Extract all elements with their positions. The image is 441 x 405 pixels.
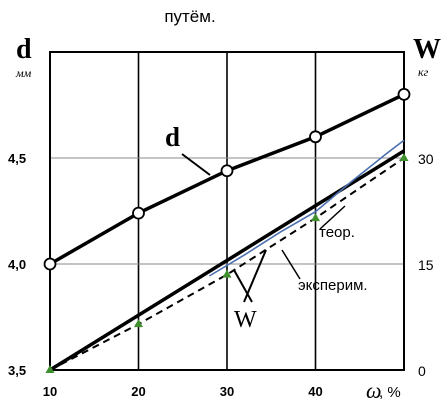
grid xyxy=(50,52,404,370)
left-axis-symbol: d xyxy=(16,34,32,65)
left-tick-label: 3,5 xyxy=(8,363,26,378)
x-axis-title: ω , % xyxy=(366,378,401,403)
data-point-d xyxy=(220,164,234,178)
x-axis-symbol: ω xyxy=(366,378,382,403)
series-0 xyxy=(43,88,411,271)
right-tick-label: 30 xyxy=(418,151,434,167)
x-axis-unit: , % xyxy=(379,384,401,401)
teor-leader xyxy=(319,205,346,230)
caption-fragment: путём. xyxy=(164,7,215,26)
plot-frame xyxy=(49,51,405,371)
data-point-d xyxy=(132,206,145,220)
x-tick-label: 10 xyxy=(43,384,57,399)
x-tick-labels: 10 20 30 40 xyxy=(43,384,323,399)
right-axis-unit: кг xyxy=(418,65,429,79)
data-point-w-teor xyxy=(134,319,143,328)
left-axis-unit: мм xyxy=(15,66,32,80)
left-tick-labels: 3,5 4,0 4,5 xyxy=(8,151,26,378)
d-curve-label: d xyxy=(165,122,180,152)
series-layer xyxy=(43,88,411,373)
right-axis-title: W кг xyxy=(413,34,441,79)
data-point-w-teor xyxy=(222,269,232,278)
left-tick-label: 4,5 xyxy=(8,151,26,166)
data-point-w-teor xyxy=(45,365,55,373)
annotations: d W теор. эксперим. xyxy=(165,122,368,333)
series-2 xyxy=(208,139,405,277)
x-tick-label: 30 xyxy=(220,384,234,399)
experim-leader xyxy=(281,249,301,280)
experim-label: эксперим. xyxy=(298,277,368,294)
data-point-w-teor xyxy=(311,213,320,222)
data-point-d xyxy=(309,130,322,144)
right-tick-label: 0 xyxy=(418,363,426,379)
right-tick-labels: 0 15 30 xyxy=(418,151,434,379)
left-axis-title: d мм xyxy=(15,34,32,80)
teor-label: теор. xyxy=(319,224,355,241)
right-axis-symbol: W xyxy=(413,34,441,65)
series-3 xyxy=(45,153,409,373)
x-tick-label: 20 xyxy=(131,384,145,399)
d-label-leader xyxy=(181,153,211,176)
data-point-d xyxy=(397,88,411,101)
left-tick-label: 4,0 xyxy=(8,257,26,272)
plot-border xyxy=(49,51,405,371)
w-curve-label: W xyxy=(234,307,257,333)
right-tick-label: 15 xyxy=(418,257,434,273)
data-point-w-teor xyxy=(399,153,409,161)
series-line-w-experim xyxy=(208,139,405,277)
x-tick-label: 40 xyxy=(308,384,322,399)
w-leader-2 xyxy=(233,269,253,303)
series-line-w-teor xyxy=(49,157,405,371)
data-point-d xyxy=(43,257,57,271)
